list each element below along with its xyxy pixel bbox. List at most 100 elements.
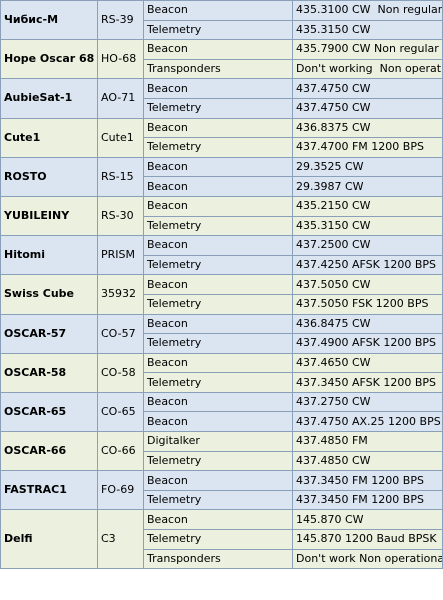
table-row: YUBILEINY RS-30 Beacon 435.2150 CW: [0, 195, 443, 237]
signal-type: Digitalker: [143, 431, 293, 452]
signal-value: 437.5050 CW: [292, 274, 443, 295]
table-row: Delfi C3 Beacon 145.870 CW: [0, 509, 443, 570]
signal-value: 436.8475 CW: [292, 313, 443, 335]
satellite-code: AO-71: [97, 78, 144, 119]
satellite-code: Cute1: [97, 117, 144, 158]
signal-type: Telemetry: [143, 19, 293, 41]
satellite-code: RS-39: [97, 0, 144, 41]
table-row: Telemetry 437.3450 AFSK 1200 BPS: [1, 372, 443, 393]
signal-type: Telemetry: [143, 372, 293, 393]
signal-value: 435.7900 CW Non regular: [292, 39, 443, 60]
signal-value: 437.4750 CW: [292, 78, 443, 99]
table-row: Telemetry 437.4700 FM 1200 BPS: [1, 137, 443, 158]
satellite-name: Swiss Cube: [0, 274, 98, 315]
satellite-code: RS-30: [97, 195, 144, 237]
table-row: Telemetry 435.3150 CW: [1, 215, 443, 237]
signal-value: 29.3987 CW: [292, 176, 443, 197]
table-row: OSCAR-58 CO-58 Beacon 437.4650 CW: [0, 352, 443, 393]
signal-type: Beacon: [143, 235, 293, 256]
satellite-name: OSCAR-66: [0, 431, 98, 472]
satellite-code: FO-69: [97, 470, 144, 511]
table-row: Чибис-М RS-39 Beacon 435.3100 CW Non regula…: [0, 0, 443, 41]
signal-value: 436.8375 CW: [292, 117, 443, 139]
table-row: Telemetry 145.870 1200 Baud BPSK: [1, 529, 443, 550]
satellite-name: AubieSat-1: [0, 78, 98, 119]
signal-type: Beacon: [143, 391, 293, 413]
satellite-code: PRISM: [97, 235, 144, 276]
table-row: FASTRAC1 FO-69 Beacon 437.3450 FM 1200 BPS: [0, 470, 443, 511]
signal-value: 437.3450 FM 1200 BPS: [292, 470, 443, 491]
signal-value: 437.2750 CW: [292, 391, 443, 413]
table-row: OSCAR-66 CO-66 Digitalker 437.4850 FM: [0, 431, 443, 472]
satellite-name: OSCAR-57: [0, 313, 98, 354]
satellite-code: CO-58: [97, 352, 144, 393]
signal-type: Telemetry: [143, 529, 293, 550]
table-row: Transponders Don't work Non operational: [1, 548, 443, 570]
signal-value: Don't working Non operational: [292, 58, 443, 80]
signal-value: 435.3150 CW: [292, 215, 443, 237]
signal-type: Telemetry: [143, 333, 293, 354]
signal-type: Telemetry: [143, 97, 293, 119]
signal-value: 435.3150 CW: [292, 19, 443, 41]
satellite-name: Hope Oscar 68: [0, 39, 98, 80]
satellite-code: C3: [97, 509, 144, 570]
signal-type: Telemetry: [143, 293, 293, 315]
signal-value: 145.870 CW: [292, 509, 443, 531]
satellite-code: HO-68: [97, 39, 144, 80]
signal-type: Telemetry: [143, 254, 293, 276]
signal-type: Beacon: [143, 352, 293, 374]
signal-type: Transponders: [143, 58, 293, 80]
table-row: Telemetry 437.4850 CW: [1, 450, 443, 472]
signal-type: Beacon: [143, 470, 293, 491]
table-row: Hitomi PRISM Beacon 437.2500 CW: [0, 235, 443, 276]
satellite-name: Hitomi: [0, 235, 98, 276]
signal-type: Beacon: [143, 274, 293, 295]
satellite-code: CO-65: [97, 391, 144, 433]
signal-type: Beacon: [143, 39, 293, 60]
satellite-name: Cute1: [0, 117, 98, 158]
signal-value: 437.4750 AX.25 1200 BPS: [292, 411, 443, 433]
satellite-name: OSCAR-58: [0, 352, 98, 393]
signal-value: 145.870 1200 Baud BPSK: [292, 529, 443, 550]
satellite-name: FASTRAC1: [0, 470, 98, 511]
signal-type: Beacon: [143, 195, 293, 217]
signal-type: Beacon: [143, 0, 293, 21]
signal-value: 437.4250 AFSK 1200 BPS: [292, 254, 443, 276]
satellite-name: Чибис-М: [0, 0, 98, 41]
signal-type: Beacon: [143, 78, 293, 99]
table-row: Swiss Cube 35932 Beacon 437.5050 CW: [0, 274, 443, 315]
signal-value: 437.2500 CW: [292, 235, 443, 256]
signal-type: Beacon: [143, 156, 293, 178]
table-row: Telemetry 437.4900 AFSK 1200 BPS: [1, 333, 443, 354]
table-row: AubieSat-1 AO-71 Beacon 437.4750 CW: [0, 78, 443, 119]
satellite-code: CO-57: [97, 313, 144, 354]
signal-type: Telemetry: [143, 137, 293, 158]
signal-type: Telemetry: [143, 450, 293, 472]
signal-value: 437.4650 CW: [292, 352, 443, 374]
signal-type: Transponders: [143, 548, 293, 570]
signal-type: Beacon: [143, 509, 293, 531]
signal-value: 435.3100 CW Non regular: [292, 0, 443, 21]
table-row: Beacon 29.3987 CW: [1, 176, 443, 197]
signal-value: 435.2150 CW: [292, 195, 443, 217]
satellite-name: Delfi: [0, 509, 98, 570]
signal-value: 437.4900 AFSK 1200 BPS: [292, 333, 443, 354]
satellite-code: RS-15: [97, 156, 144, 197]
satellite-name: OSCAR-65: [0, 391, 98, 433]
signal-value: 437.5050 FSK 1200 BPS: [292, 293, 443, 315]
signal-value: 437.3450 FM 1200 BPS: [292, 489, 443, 511]
signal-value: 437.4700 FM 1200 BPS: [292, 137, 443, 158]
table-row: OSCAR-65 CO-65 Beacon 437.2750 CW: [0, 391, 443, 433]
table-row: Telemetry 437.4250 AFSK 1200 BPS: [1, 254, 443, 276]
signal-type: Beacon: [143, 313, 293, 335]
signal-type: Beacon: [143, 117, 293, 139]
table-row: Beacon 437.4750 AX.25 1200 BPS: [1, 411, 443, 433]
signal-type: Beacon: [143, 411, 293, 433]
satellite-code: 35932: [97, 274, 144, 315]
signal-type: Beacon: [143, 176, 293, 197]
signal-value: 437.4750 CW: [292, 97, 443, 119]
satellite-code: CO-66: [97, 431, 144, 472]
signal-value: 437.4850 FM: [292, 431, 443, 452]
satellite-name: ROSTO: [0, 156, 98, 197]
